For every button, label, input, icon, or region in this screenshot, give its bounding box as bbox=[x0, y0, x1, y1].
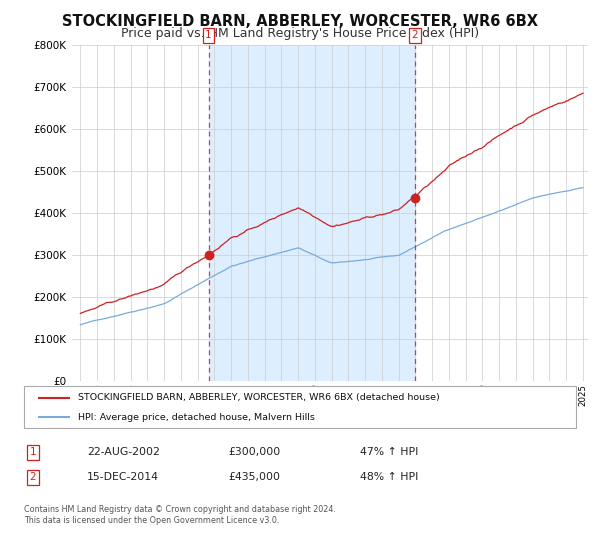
Text: Contains HM Land Registry data © Crown copyright and database right 2024.: Contains HM Land Registry data © Crown c… bbox=[24, 505, 336, 514]
Text: Price paid vs. HM Land Registry's House Price Index (HPI): Price paid vs. HM Land Registry's House … bbox=[121, 27, 479, 40]
Text: STOCKINGFIELD BARN, ABBERLEY, WORCESTER, WR6 6BX (detached house): STOCKINGFIELD BARN, ABBERLEY, WORCESTER,… bbox=[78, 393, 440, 402]
Text: 1: 1 bbox=[29, 447, 37, 458]
Text: 47% ↑ HPI: 47% ↑ HPI bbox=[360, 447, 418, 458]
Text: STOCKINGFIELD BARN, ABBERLEY, WORCESTER, WR6 6BX: STOCKINGFIELD BARN, ABBERLEY, WORCESTER,… bbox=[62, 14, 538, 29]
Text: 48% ↑ HPI: 48% ↑ HPI bbox=[360, 472, 418, 482]
Text: £435,000: £435,000 bbox=[228, 472, 280, 482]
Text: 2: 2 bbox=[412, 30, 418, 40]
Text: £300,000: £300,000 bbox=[228, 447, 280, 458]
Text: 2: 2 bbox=[29, 472, 37, 482]
Text: 1: 1 bbox=[205, 30, 212, 40]
Text: 15-DEC-2014: 15-DEC-2014 bbox=[87, 472, 159, 482]
Text: HPI: Average price, detached house, Malvern Hills: HPI: Average price, detached house, Malv… bbox=[78, 413, 315, 422]
Text: 22-AUG-2002: 22-AUG-2002 bbox=[87, 447, 160, 458]
Text: This data is licensed under the Open Government Licence v3.0.: This data is licensed under the Open Gov… bbox=[24, 516, 280, 525]
Bar bbox=[209, 45, 415, 381]
